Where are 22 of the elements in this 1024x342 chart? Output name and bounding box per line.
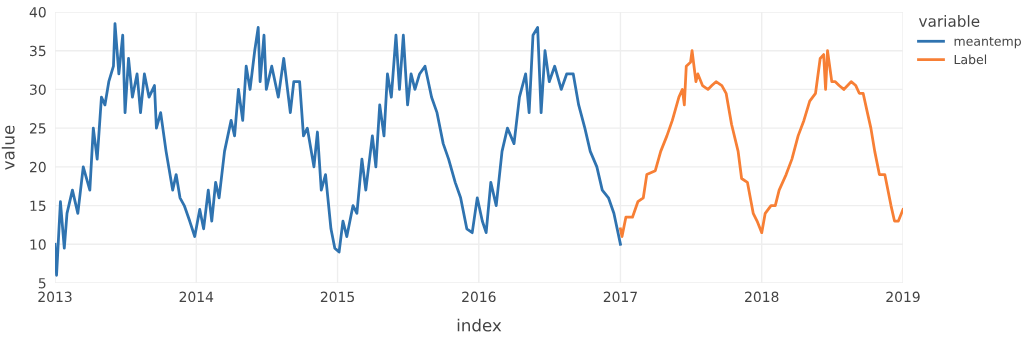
x-tick-label: 2018 <box>745 291 779 303</box>
y-tick-label: 40 <box>29 6 46 18</box>
legend-title: variable <box>918 15 980 27</box>
y-tick-label: 20 <box>30 161 46 173</box>
x-tick-label: 2013 <box>38 291 72 303</box>
y-tick-label: 10 <box>30 239 46 250</box>
y-tick-label: 15 <box>30 200 46 212</box>
y-tick-label: 30 <box>30 84 46 95</box>
x-tick-label: 2016 <box>462 291 496 303</box>
y-tick-label: 35 <box>30 45 46 57</box>
legend-label: meantemp <box>954 36 1021 49</box>
legend-label: Label <box>954 54 987 65</box>
x-axis-title: index <box>457 318 502 332</box>
x-tick-label: 2015 <box>320 291 354 303</box>
x-tick-label: 2014 <box>179 291 214 303</box>
y-tick-label: 25 <box>30 123 46 134</box>
y-axis-title: value <box>1 125 15 170</box>
x-tick-label: 2017 <box>603 291 637 303</box>
line-series <box>55 22 622 277</box>
y-tick-label: 5 <box>38 278 46 289</box>
x-tick-label: 2019 <box>886 291 920 303</box>
line-series <box>619 49 903 238</box>
